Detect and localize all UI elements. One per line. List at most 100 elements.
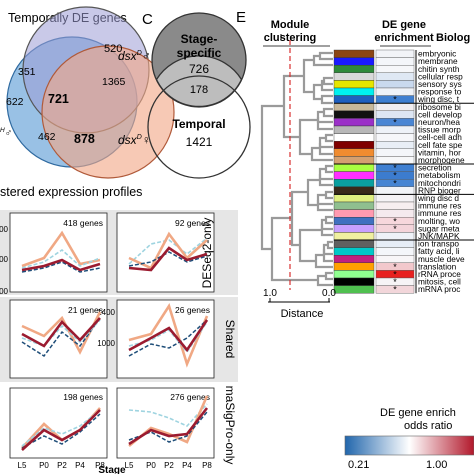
module-color-swatch	[333, 201, 375, 210]
biology-term: ion transpo	[418, 239, 459, 249]
module-color-swatch	[333, 209, 375, 218]
biology-term: RNP bioger	[418, 185, 461, 195]
module-color-swatch	[333, 186, 375, 195]
enrichment-cell	[375, 285, 415, 294]
profile-line	[128, 319, 208, 357]
x-tick: P0	[39, 461, 49, 470]
profile-line	[21, 311, 102, 355]
x-tick: P4	[75, 461, 85, 470]
temporal-count: 1421	[186, 135, 213, 149]
module-color-swatch	[333, 247, 375, 256]
venn-label-male: dsxD♂	[118, 49, 151, 63]
col-de-2: enrichment	[374, 32, 434, 44]
module-color-swatch	[333, 216, 375, 225]
x-tick: L5	[18, 461, 27, 470]
x-tick: P2	[164, 461, 174, 470]
x-axis-title: Stage	[98, 465, 126, 474]
enrichment-cell	[375, 232, 415, 241]
y-tick: 1000	[0, 255, 9, 264]
gene-count: 418 genes	[63, 218, 103, 228]
biology-term: rRNA proce	[418, 269, 461, 279]
biology-term: mRNA proc	[418, 284, 460, 294]
biology-term: ribosome bi	[418, 102, 461, 112]
enrichment-cell	[375, 201, 415, 210]
biology-term: embryonic	[418, 49, 456, 59]
gene-count: 198 genes	[63, 392, 103, 402]
significance-star: *	[393, 216, 397, 226]
profile-line	[21, 409, 101, 447]
profile-line	[21, 413, 101, 449]
module-color-swatch	[333, 118, 375, 127]
enrichment-cell	[375, 102, 415, 111]
legend-title-2: odds ratio	[404, 420, 452, 432]
significance-star: *	[393, 224, 397, 234]
x-tick: P8	[95, 461, 105, 470]
enrichment-cell	[375, 49, 415, 58]
panel-d: stered expression profiles 1400 1000 600…	[0, 185, 238, 474]
enrichment-cell	[375, 239, 415, 248]
module-color-swatch	[333, 148, 375, 157]
biology-term: mitochondri	[418, 178, 461, 188]
significance-star: *	[393, 262, 397, 272]
biology-term: muscle deve	[418, 254, 465, 264]
biology-term: JNK/MAPK	[418, 231, 460, 241]
biology-term: translation	[418, 261, 457, 271]
biology-term: morphogene	[418, 155, 465, 165]
significance-star: *	[393, 95, 397, 105]
module-color-swatch	[333, 57, 375, 66]
enrichment-cell	[375, 186, 415, 195]
legend-title-1: DE gene enrich	[380, 407, 456, 419]
distance-tick-label: 1.0	[263, 288, 277, 299]
profile-line	[128, 251, 208, 267]
biology-term: sensory sys	[418, 79, 462, 89]
biology-term: wing disc d	[417, 193, 459, 203]
module-color-swatch	[333, 232, 375, 241]
profile-line	[21, 409, 101, 451]
module-color-swatch	[333, 270, 375, 279]
biology-term: fatty acid, li	[418, 246, 460, 256]
x-tick: P8	[202, 461, 212, 470]
distance-tick-label: 0.0	[322, 288, 336, 299]
significance-star: *	[393, 285, 397, 295]
biology-term: response to	[418, 87, 462, 97]
biology-term: vitamin, hor	[418, 147, 461, 157]
biology-term: immune res	[418, 208, 461, 218]
module-color-swatch	[333, 178, 375, 187]
gene-count: 21 genes	[68, 305, 103, 315]
module-color-swatch	[333, 80, 375, 89]
significance-star: *	[393, 178, 397, 188]
profile-line	[128, 403, 208, 427]
overlap-count: 178	[190, 84, 208, 96]
col-bio: Biolog	[436, 32, 470, 44]
module-color-swatch	[333, 87, 375, 96]
profiles-title: stered expression profiles	[0, 185, 142, 199]
module-color-swatch	[333, 49, 375, 58]
significance-star: *	[393, 118, 397, 128]
profile-line	[128, 302, 209, 368]
biology-term: cell fate spe	[418, 140, 463, 150]
enrichment-cell	[375, 133, 415, 142]
venn-label-left: H♂	[0, 127, 12, 139]
significance-star: *	[393, 163, 397, 173]
module-color-swatch	[333, 95, 375, 104]
enrichment-cell	[375, 148, 415, 157]
row-label-masigpro: maSigPro-only	[223, 386, 237, 465]
plot-frame	[9, 212, 108, 293]
significance-star: *	[393, 171, 397, 181]
legend-colorbar	[344, 435, 474, 456]
biology-term: sugar meta	[418, 223, 460, 233]
panel-c: C Stage- specific 726 178 Temporal 1421	[142, 11, 251, 179]
legend-tick: 1.00	[426, 459, 447, 471]
venn-count-622: 622	[6, 96, 24, 108]
module-color-swatch	[333, 110, 375, 119]
module-color-swatch	[333, 285, 375, 294]
y-tick: 1000	[97, 339, 115, 348]
venn-count-878: 878	[74, 132, 95, 146]
biology-term: wing disc, t	[417, 94, 460, 104]
biology-term: cellular resp	[418, 71, 463, 81]
module-color-swatch	[333, 262, 375, 271]
enrichment-cell	[375, 125, 415, 134]
module-color-swatch	[333, 125, 375, 134]
